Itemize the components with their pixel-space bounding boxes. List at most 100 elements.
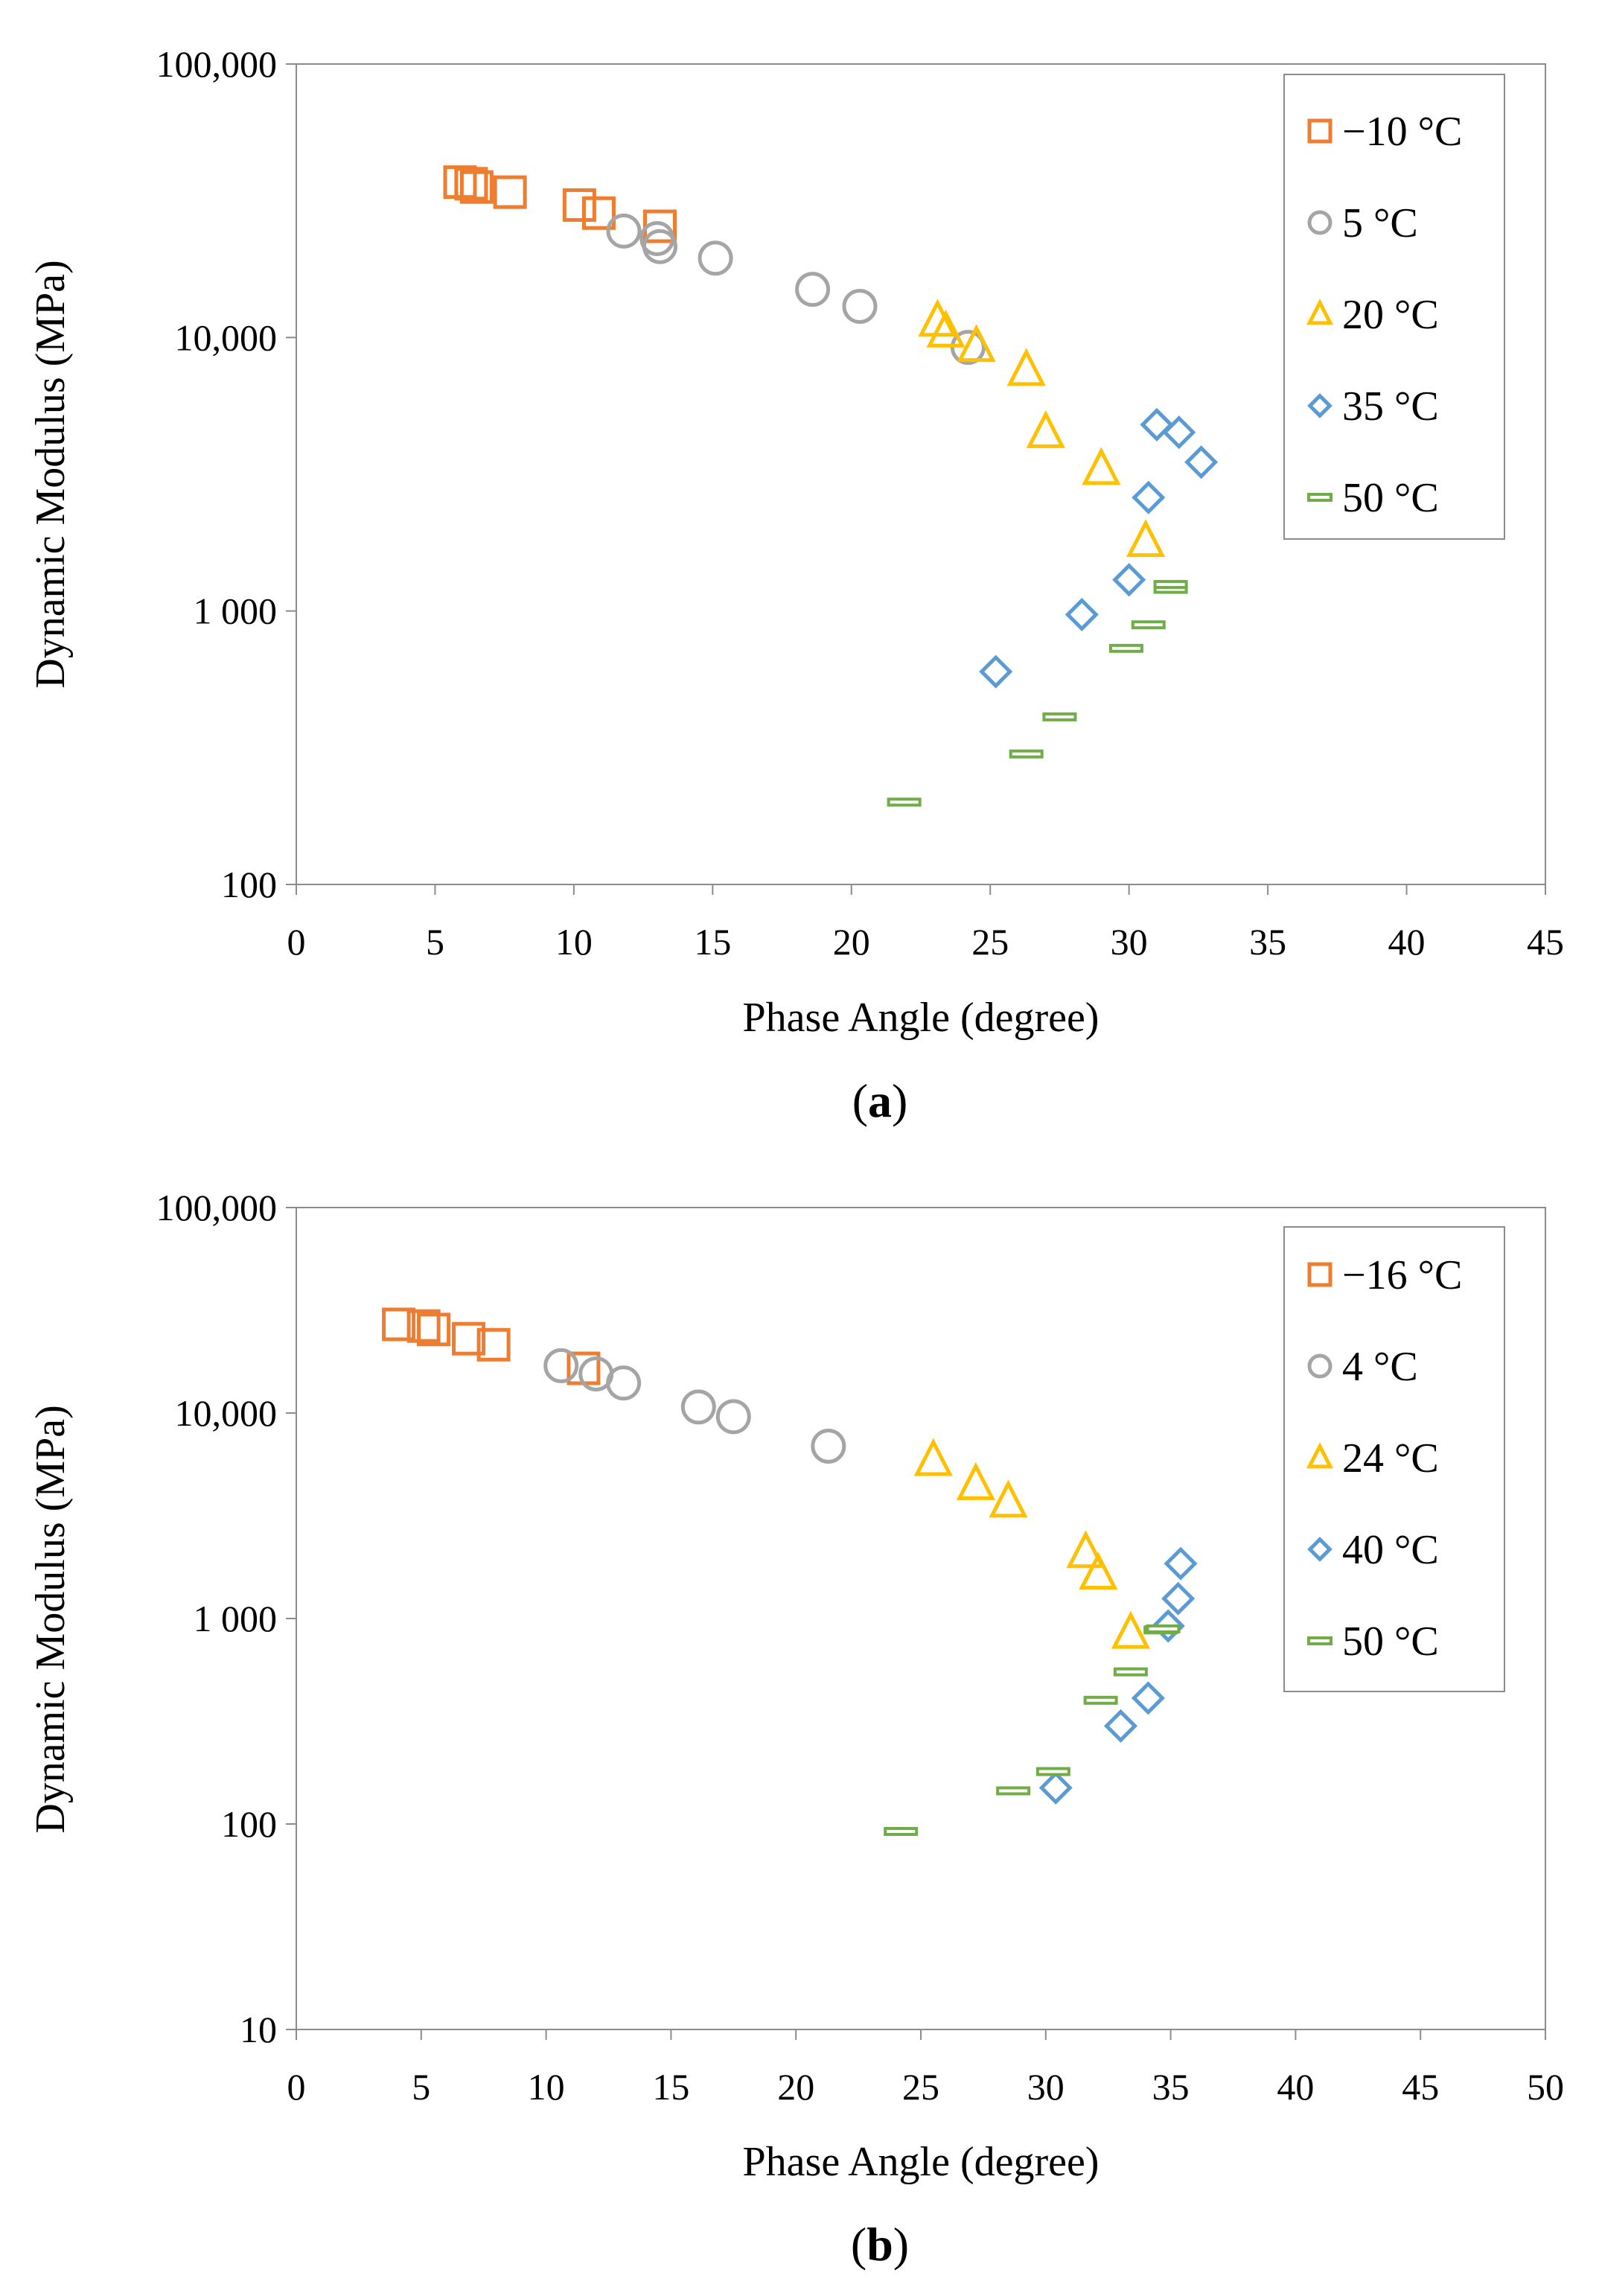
x-tick-label: 5 <box>412 2066 430 2108</box>
data-point-square <box>459 170 494 204</box>
legend-marker-dash <box>1307 1636 1332 1645</box>
legend-entry-label: 40 °C <box>1342 1527 1439 1573</box>
data-point-diamond <box>1065 597 1099 632</box>
legend-marker-circle <box>1307 210 1332 235</box>
series-0 <box>443 165 677 243</box>
legend-marker-triangle <box>1306 1442 1334 1469</box>
data-point-square <box>406 1309 441 1343</box>
data-point-square <box>452 1321 486 1356</box>
x-tick-label: 30 <box>1027 2066 1065 2108</box>
panel-letter: a <box>868 1074 892 1127</box>
y-axis-label: Dynamic Modulus (MPa) <box>28 1405 74 1834</box>
x-tick-label: 25 <box>902 2066 939 2108</box>
panel-caption: (b) <box>851 2218 909 2271</box>
y-tick-label: 1 000 <box>194 590 278 632</box>
x-tick-label: 20 <box>833 921 870 963</box>
data-point-diamond <box>1184 445 1219 479</box>
data-point-diamond <box>1164 1546 1198 1581</box>
series-2 <box>918 299 1166 558</box>
data-point-circle <box>715 1399 751 1435</box>
y-axis-label: Dynamic Modulus (MPa) <box>28 260 74 689</box>
data-point-circle <box>795 272 831 307</box>
chart-a: 0 5 10 15 20 25 30 35 40 45 100,000 10,000 1 000 100 P… <box>28 43 1564 1127</box>
legend-marker-triangle <box>1306 299 1334 325</box>
x-tick-label: 35 <box>1249 921 1286 963</box>
legend: −10 °C 5 °C 20 °C 35 °C 50 °C <box>1283 74 1505 540</box>
y-tick-label: 100,000 <box>156 43 278 85</box>
data-point-diamond <box>1162 415 1196 450</box>
data-point-triangle <box>926 309 966 348</box>
data-point-dash <box>1146 1624 1181 1633</box>
legend-entry-label: 50 °C <box>1342 475 1439 521</box>
data-point-circle <box>606 213 642 249</box>
data-point-circle <box>698 240 733 276</box>
data-point-dash <box>1113 1667 1148 1677</box>
data-point-triangle <box>1079 1552 1118 1590</box>
panel-caption: (a) <box>852 1074 908 1127</box>
legend-entry-label: −16 °C <box>1342 1252 1462 1298</box>
y-tick-label: 10,000 <box>175 1392 278 1434</box>
data-point-triangle <box>913 1438 953 1476</box>
series-0 <box>382 1307 601 1385</box>
data-point-triangle <box>1026 410 1065 448</box>
data-point-diamond <box>1132 480 1166 514</box>
x-tick-label: 30 <box>1111 921 1148 963</box>
data-point-diamond <box>1131 1681 1165 1715</box>
data-point-triangle <box>1006 348 1046 386</box>
x-tick-label: 0 <box>287 921 306 963</box>
series-1 <box>606 213 986 366</box>
data-point-dash <box>884 1826 919 1836</box>
y-tick-label: 10,000 <box>175 316 278 358</box>
data-point-square <box>476 1327 511 1362</box>
series-3 <box>1038 1546 1198 1805</box>
data-point-diamond <box>1103 1709 1138 1743</box>
legend-entry-label: 4 °C <box>1342 1344 1418 1390</box>
data-point-circle <box>543 1348 579 1383</box>
data-point-dash <box>1042 712 1077 721</box>
series-1 <box>543 1348 846 1464</box>
data-point-diamond <box>979 654 1013 689</box>
data-point-square <box>382 1307 416 1342</box>
legend-entry-label: 24 °C <box>1342 1435 1439 1482</box>
data-point-triangle <box>918 299 957 337</box>
data-point-circle <box>642 229 677 264</box>
chart-b: 0 5 10 15 20 25 30 35 40 45 50 100,000 10,000 1 000 10… <box>28 1187 1564 2271</box>
legend-frame <box>1283 1226 1505 1692</box>
data-point-triangle <box>1066 1530 1105 1569</box>
data-point-circle <box>606 1365 642 1401</box>
legend-entry-label: 5 °C <box>1342 200 1418 246</box>
x-tick-label: 40 <box>1388 921 1426 963</box>
data-point-dash <box>996 1786 1031 1796</box>
data-point-diamond <box>1038 1770 1073 1805</box>
data-point-square <box>417 1313 451 1347</box>
data-point-dash <box>1131 620 1166 630</box>
series-4 <box>887 580 1188 807</box>
data-point-triangle <box>1111 1610 1150 1649</box>
x-axis-label: Phase Angle (degree) <box>743 2139 1099 2185</box>
x-tick-label: 5 <box>426 921 444 963</box>
data-point-square <box>493 175 527 209</box>
data-point-dash <box>1083 1695 1118 1705</box>
legend: −16 °C 4 °C 24 °C 40 °C 50 °C <box>1283 1226 1505 1692</box>
data-point-dash <box>1009 749 1044 759</box>
legend-entry-label: −10 °C <box>1342 109 1462 155</box>
data-point-dash <box>1108 643 1143 653</box>
x-tick-label: 35 <box>1152 2066 1190 2108</box>
x-tick-label: 0 <box>287 2066 306 2108</box>
data-point-triangle <box>1082 447 1121 485</box>
legend-entry-label: 20 °C <box>1342 292 1439 338</box>
data-point-square <box>454 167 488 201</box>
legend-marker-dash <box>1307 493 1332 502</box>
y-tick-label: 100,000 <box>156 1187 278 1228</box>
data-point-square <box>581 196 616 230</box>
series-2 <box>913 1438 1150 1649</box>
x-tick-label: 50 <box>1527 2066 1564 2108</box>
legend-entry-label: 50 °C <box>1342 1619 1439 1665</box>
legend-marker-square <box>1307 1262 1332 1287</box>
data-point-square <box>562 188 596 222</box>
x-tick-label: 40 <box>1277 2066 1314 2108</box>
data-point-diamond <box>1140 407 1174 441</box>
y-tick-label: 10 <box>240 2009 277 2050</box>
data-point-circle <box>842 288 878 324</box>
data-point-triangle <box>1126 519 1166 558</box>
